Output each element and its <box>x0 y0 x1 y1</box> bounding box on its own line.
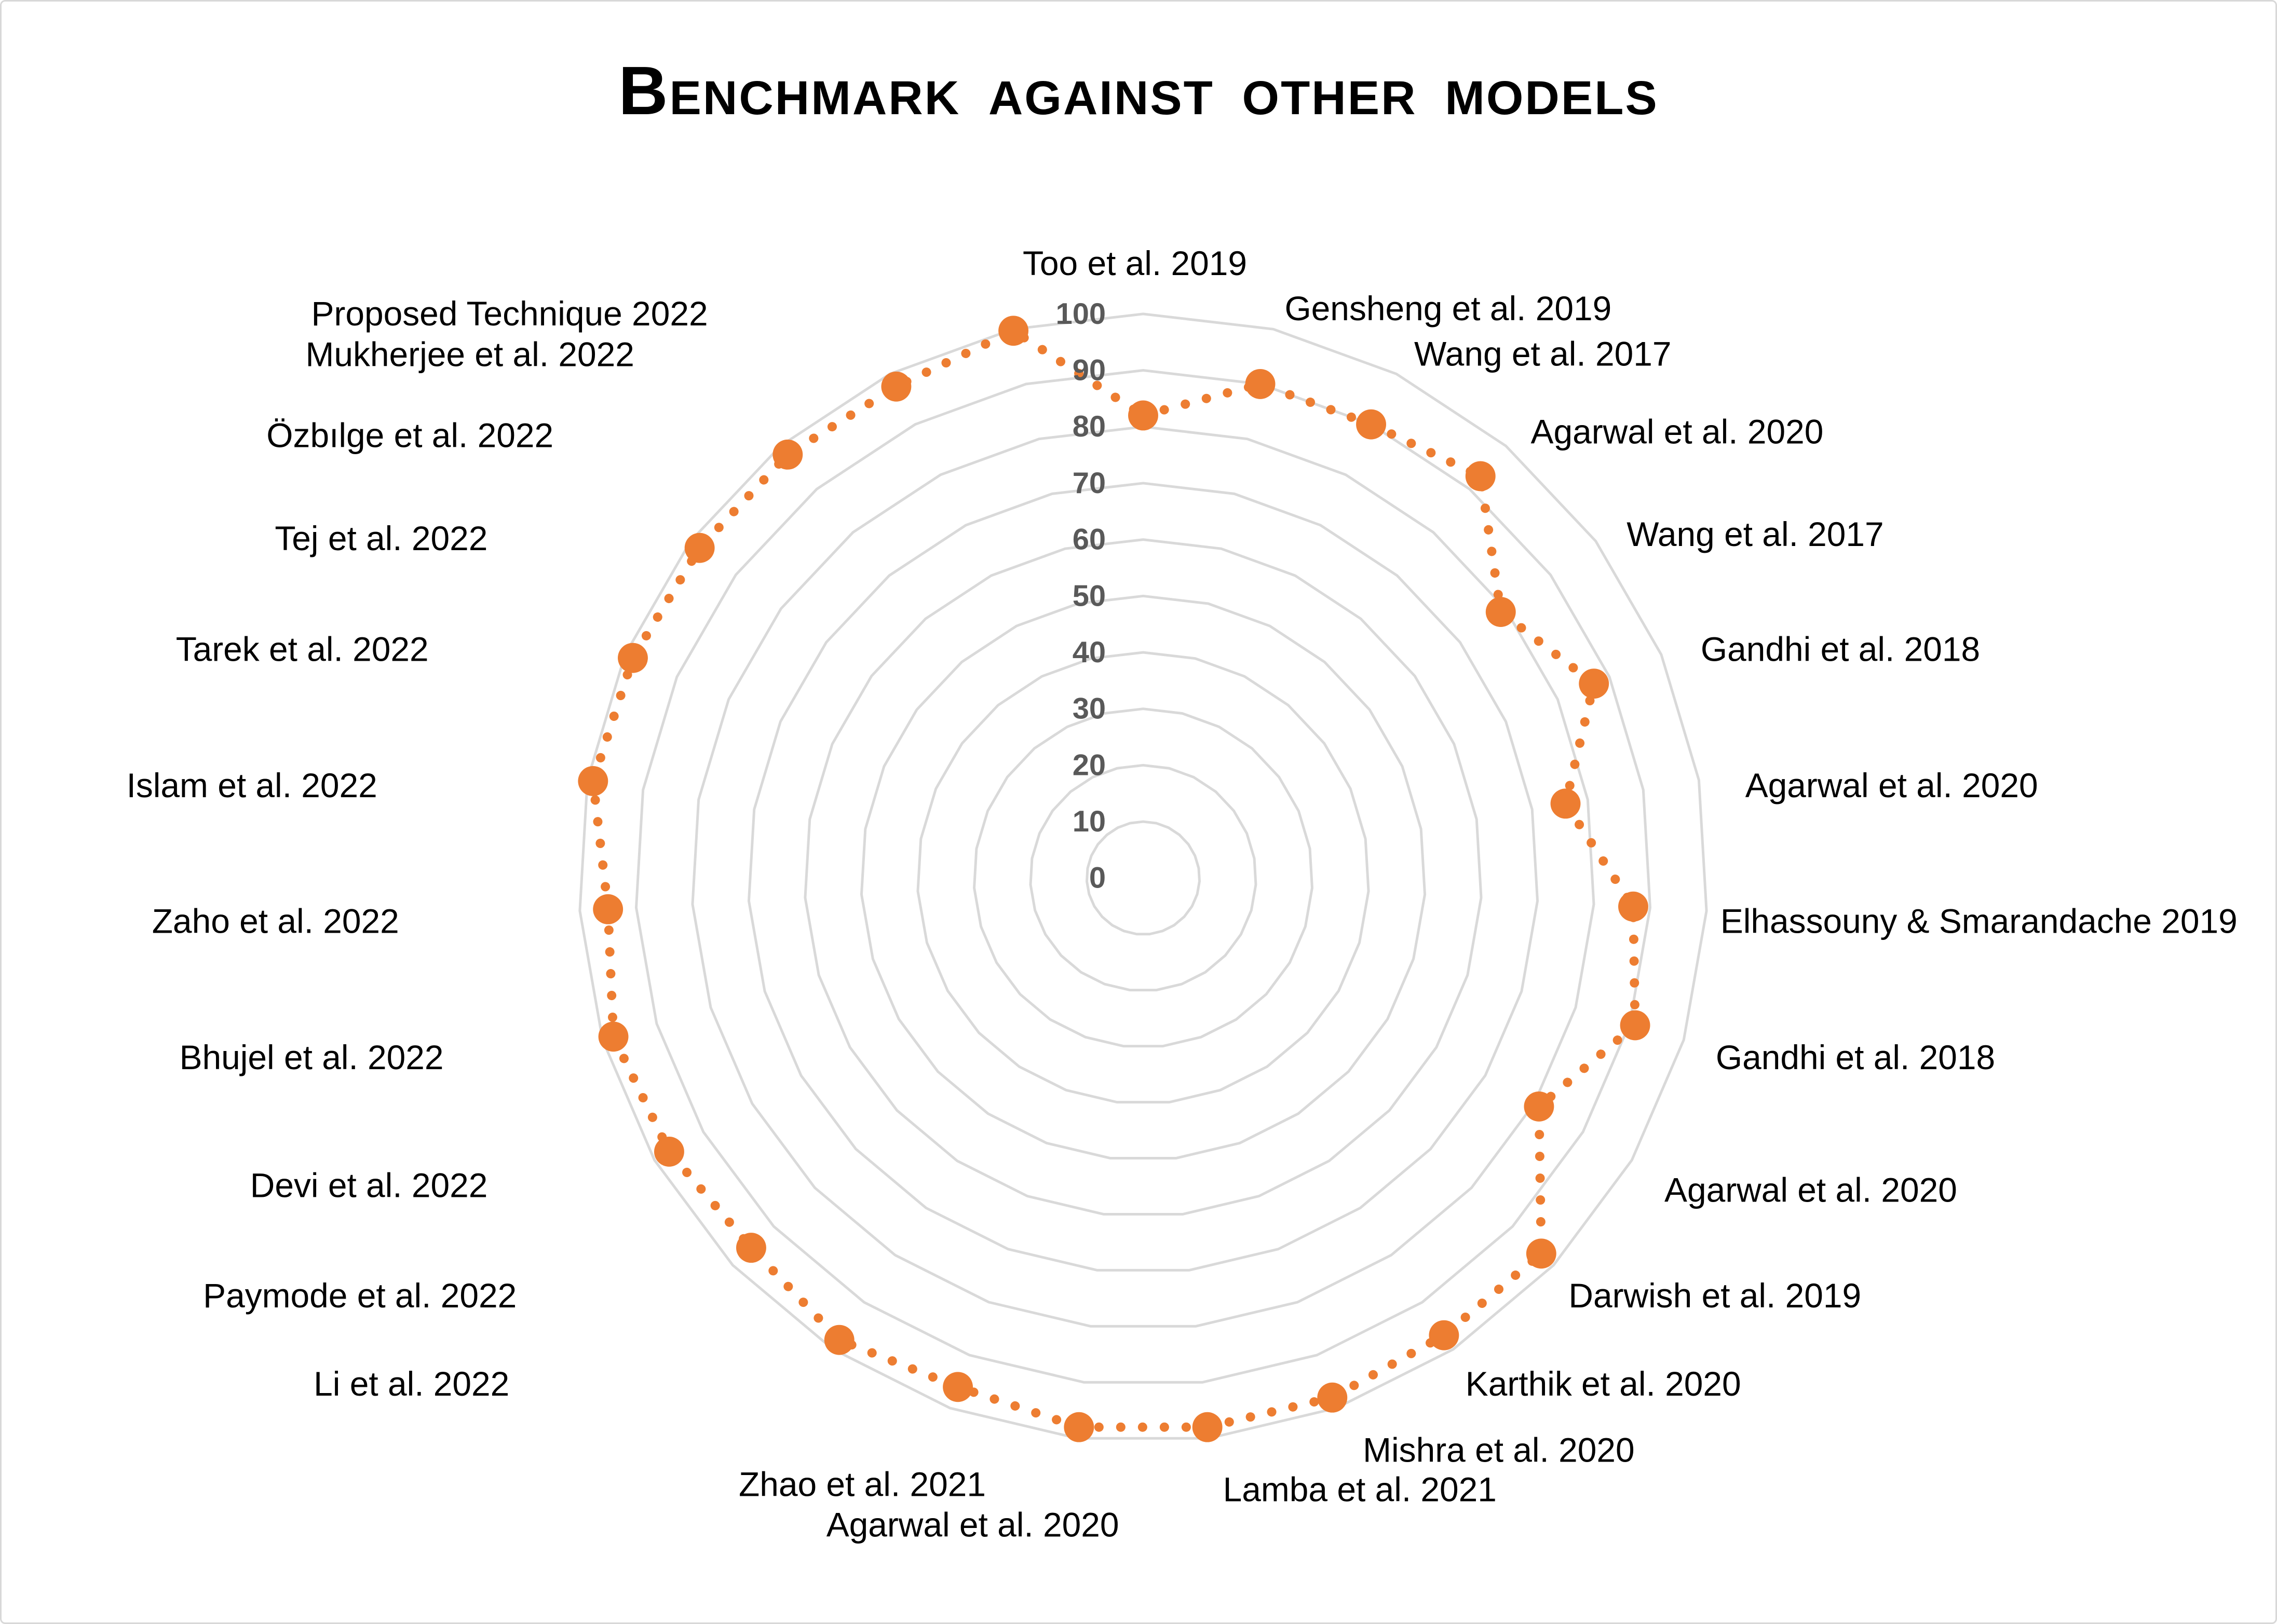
grid-ring <box>1085 820 1201 936</box>
grid-ring <box>578 312 1708 1440</box>
category-label: Li et al. 2022 <box>314 1364 509 1403</box>
category-label: Paymode et al. 2022 <box>203 1276 517 1315</box>
data-point-marker <box>1356 409 1386 440</box>
category-label: Gandhi et al. 2018 <box>1716 1038 1995 1076</box>
data-point-marker <box>684 533 715 563</box>
data-point-marker <box>1550 788 1581 819</box>
data-point-marker <box>1526 1238 1556 1269</box>
data-point-marker <box>736 1233 766 1263</box>
category-label: Islam et al. 2022 <box>127 766 377 804</box>
category-label: Karthik et al. 2020 <box>1466 1364 1741 1403</box>
category-label: Too et al. 2019 <box>1023 244 1247 282</box>
data-point-marker <box>881 371 912 402</box>
axis-tick-label: 10 <box>1073 805 1106 838</box>
axis-tick-label: 30 <box>1073 692 1106 726</box>
category-label: Wang et al. 2017 <box>1414 335 1671 373</box>
category-label: Zaho et al. 2022 <box>152 902 399 940</box>
category-label: Mishra et al. 2020 <box>1363 1431 1635 1469</box>
data-point-marker <box>1485 597 1516 627</box>
grid-ring <box>973 707 1313 1048</box>
data-point-marker <box>1245 369 1276 399</box>
axis-tick-label: 50 <box>1073 579 1106 612</box>
data-point-marker <box>1192 1412 1223 1442</box>
category-label: Proposed Technique 2022 <box>311 294 708 333</box>
category-label: Bhujel et al. 2022 <box>180 1038 444 1076</box>
axis-tick-label: 40 <box>1073 636 1106 669</box>
axis-tick-label: 90 <box>1073 354 1106 387</box>
grid-ring <box>691 425 1595 1328</box>
grid-ring <box>634 369 1652 1384</box>
axis-tick-label: 80 <box>1073 410 1106 443</box>
data-point-marker <box>593 894 624 924</box>
data-point-marker <box>943 1372 973 1402</box>
category-label: Elhassouny & Smarandache 2019 <box>1720 902 2238 940</box>
category-label: Agarwal et al. 2020 <box>1745 766 2038 804</box>
data-point-marker <box>772 439 803 470</box>
data-point-marker <box>1429 1320 1459 1350</box>
category-label: Darwish et al. 2019 <box>1568 1276 1861 1315</box>
category-label: Mukherjee et al. 2022 <box>305 335 634 374</box>
grid-ring <box>747 482 1539 1272</box>
data-point-marker <box>1524 1091 1554 1122</box>
category-label: Agarwal et al. 2020 <box>1531 412 1824 451</box>
data-point-marker <box>598 1021 629 1052</box>
data-point-marker <box>1128 400 1158 431</box>
axis-tick-label: 20 <box>1073 748 1106 782</box>
category-label: Özbılge et al. 2022 <box>266 416 553 454</box>
axis-tick-label: 60 <box>1073 523 1106 556</box>
category-label: Gensheng et al. 2019 <box>1284 289 1611 327</box>
data-point-marker <box>1579 668 1609 699</box>
data-point-marker <box>1618 891 1648 922</box>
data-point-marker <box>1465 461 1496 492</box>
category-label: Agarwal et al. 2020 <box>1664 1171 1957 1209</box>
category-label: Wang et al. 2017 <box>1627 515 1884 553</box>
data-point-marker <box>1064 1412 1094 1442</box>
grid-ring <box>1029 763 1257 992</box>
data-point-marker <box>824 1325 855 1355</box>
data-point-marker <box>1317 1382 1348 1413</box>
grid-ring <box>916 651 1370 1104</box>
axis-tick-label: 70 <box>1073 467 1106 500</box>
axis-tick-label: 100 <box>1056 297 1106 331</box>
category-label: Tarek et al. 2022 <box>176 630 429 668</box>
data-series-line <box>588 326 1640 1432</box>
grid-ring <box>860 594 1427 1160</box>
data-point-marker <box>1620 1010 1650 1041</box>
category-label: Agarwal et al. 2020 <box>826 1505 1119 1544</box>
category-label: Devi et al. 2022 <box>250 1166 488 1205</box>
category-label: Gandhi et al. 2018 <box>1701 630 1980 668</box>
data-point-marker <box>654 1136 684 1167</box>
data-point-marker <box>618 643 648 673</box>
chart-title: Benchmark against other models <box>618 52 1659 129</box>
data-point-marker <box>998 316 1029 346</box>
axis-tick-label: 0 <box>1089 862 1106 895</box>
category-label: Tej et al. 2022 <box>275 519 487 557</box>
category-label: Zhao et al. 2021 <box>739 1465 986 1504</box>
data-point-marker <box>578 766 608 796</box>
category-label: Lamba et al. 2021 <box>1223 1470 1497 1508</box>
grid-ring <box>804 538 1483 1216</box>
